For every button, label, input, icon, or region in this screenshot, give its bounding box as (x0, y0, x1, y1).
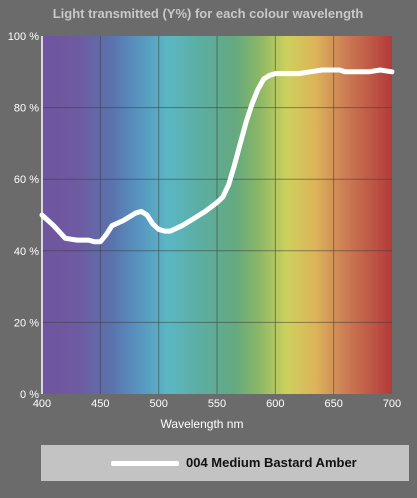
x-tick-label: 400 (33, 398, 51, 410)
x-tick-label: 650 (324, 398, 342, 410)
x-tick-label: 450 (91, 398, 109, 410)
x-axis-label: Wavelength nm (161, 417, 244, 431)
legend: 004 Medium Bastard Amber (41, 445, 409, 481)
y-tick-label: 40 % (14, 246, 39, 258)
axes: 400 450 500 550 600 650 700 0 % 20 % 40 % 60 % 80 %… (8, 31, 401, 410)
series-layer (39, 67, 395, 245)
x-tick-label: 600 (266, 398, 284, 410)
legend-swatch (111, 461, 179, 466)
legend-label: 004 Medium Bastard Amber (186, 455, 357, 470)
y-tick-label: 60 % (14, 174, 39, 186)
y-tick-label: 80 % (14, 103, 39, 115)
y-tick-label: 100 % (8, 31, 39, 43)
x-tick-label: 550 (208, 398, 226, 410)
y-tick-label: 20 % (14, 317, 39, 329)
y-tick-label: 0 % (20, 389, 39, 401)
x-tick-label: 700 (383, 398, 401, 410)
grid (42, 36, 392, 394)
chart-title: Light transmitted (Y%) for each colour w… (53, 6, 364, 21)
x-tick-label: 500 (149, 398, 167, 410)
series-line (39, 67, 395, 245)
